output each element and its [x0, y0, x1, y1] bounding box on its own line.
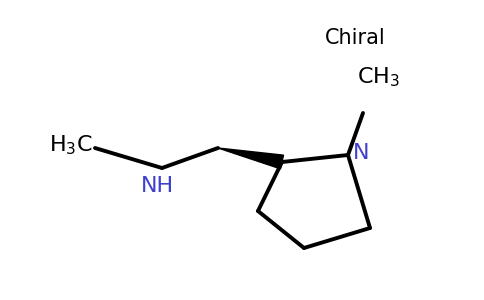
Text: H$_3$C: H$_3$C — [49, 133, 93, 157]
Text: N: N — [353, 143, 369, 163]
Text: NH: NH — [140, 176, 174, 196]
Polygon shape — [218, 148, 284, 169]
Text: CH$_3$: CH$_3$ — [357, 65, 399, 88]
Text: Chiral: Chiral — [325, 28, 385, 48]
